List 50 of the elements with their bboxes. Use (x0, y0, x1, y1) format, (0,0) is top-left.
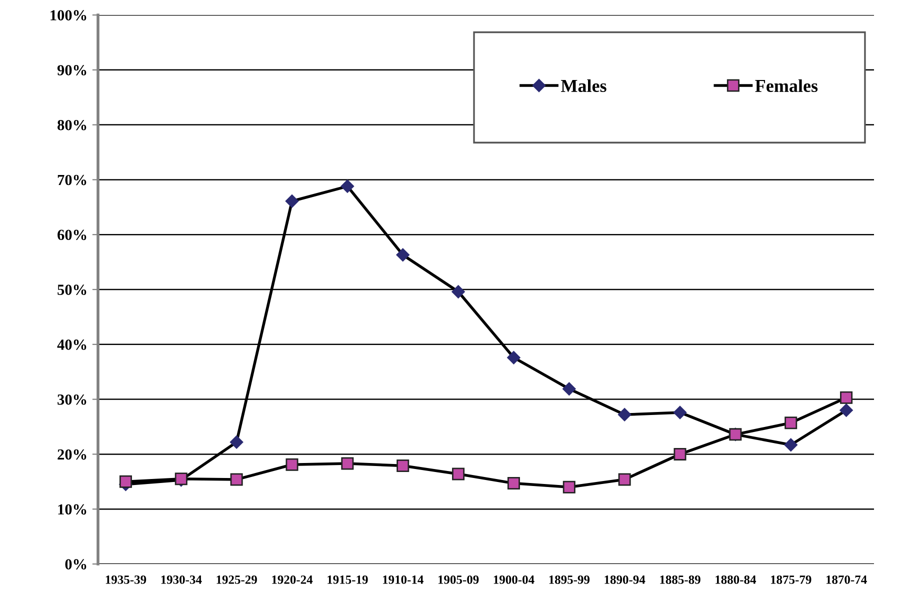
y-tick-label: 0% (65, 559, 86, 570)
y-tick-label: 10% (58, 504, 86, 515)
point (285, 194, 299, 208)
point (562, 480, 576, 494)
x-tick-label: 1905-09 (438, 575, 479, 584)
point (286, 458, 298, 471)
point (618, 473, 631, 486)
point (452, 468, 465, 480)
x-tick-label: 1935-39 (106, 576, 146, 584)
legend-label: Females (755, 79, 818, 92)
x-tick-label: 1895-99 (549, 575, 590, 584)
point (784, 438, 798, 452)
point (230, 436, 244, 449)
y-tick-label: 70% (58, 174, 86, 186)
y-tick-label: 80% (58, 120, 86, 130)
x-tick-label: 1875-79 (771, 575, 812, 584)
point (230, 473, 243, 486)
legend-label: Males (560, 79, 606, 92)
x-tick-label: 1920-24 (272, 575, 313, 584)
point (396, 248, 410, 262)
point (119, 475, 132, 488)
x-tick-label: 1915-19 (328, 576, 368, 584)
x-tick-label: 1880-84 (716, 575, 756, 584)
point (452, 285, 465, 298)
point (341, 457, 354, 470)
point (562, 382, 576, 396)
y-tick-label: 30% (58, 394, 86, 405)
y-tick-label: 100% (50, 10, 86, 20)
point (673, 406, 687, 420)
y-tick-label: 20% (58, 449, 86, 460)
x-tick-label: 1900-04 (494, 575, 534, 584)
x-tick-label: 1890-94 (604, 575, 646, 584)
x-tick-label: 1910-14 (383, 575, 424, 584)
y-tick-label: 40% (57, 340, 86, 350)
point (507, 350, 520, 364)
x-tick-label: 1870-74 (826, 575, 867, 584)
point (340, 180, 354, 193)
y-tick-label: 60% (58, 230, 86, 240)
point (674, 448, 686, 460)
x-tick-label: 1930-34 (161, 575, 202, 584)
x-tick-label: 1885-89 (660, 575, 700, 584)
point (840, 391, 853, 404)
point (396, 459, 410, 472)
point (840, 404, 853, 417)
y-tick-label: 50% (58, 284, 86, 295)
point (784, 416, 798, 430)
point (618, 408, 632, 422)
point (507, 477, 520, 490)
x-tick-label: 1925-29 (216, 576, 257, 584)
y-tick-label: 90% (57, 65, 86, 76)
